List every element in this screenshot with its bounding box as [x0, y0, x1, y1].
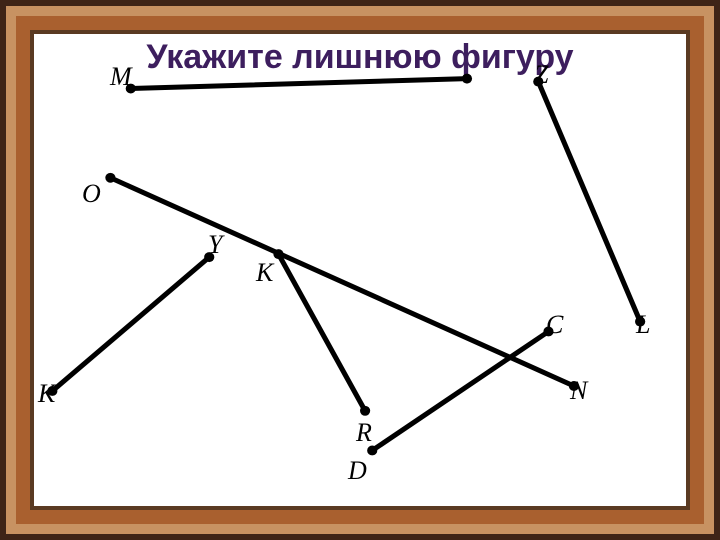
segment-K1-Y [52, 257, 209, 391]
point-label-Y: Y [208, 230, 222, 260]
point-label-C: C [546, 310, 563, 340]
point-label-L: L [636, 310, 650, 340]
point-label-M: M [110, 62, 132, 92]
point-label-N: N [570, 376, 587, 406]
slide-root: Укажите лишнюю фигуру MOZLYKKRCDN [0, 0, 720, 540]
point-label-D: D [348, 456, 367, 486]
segment-K2-R [279, 254, 366, 411]
segments-layer [52, 79, 640, 451]
point-label-K1: K [38, 379, 55, 409]
point-label-Z: Z [534, 60, 548, 90]
point-label-R: R [356, 418, 372, 448]
segment-D-C [372, 331, 548, 450]
point-K2 [273, 249, 283, 259]
point-label-K2: K [256, 258, 273, 288]
point-R [360, 406, 370, 416]
segment-M-Bt [131, 79, 467, 89]
canvas: Укажите лишнюю фигуру MOZLYKKRCDN [34, 34, 686, 506]
point-Bt [462, 74, 472, 84]
segment-Z-L [538, 82, 640, 322]
points-layer [47, 74, 645, 456]
point-label-O: O [82, 179, 101, 209]
point-O [105, 173, 115, 183]
